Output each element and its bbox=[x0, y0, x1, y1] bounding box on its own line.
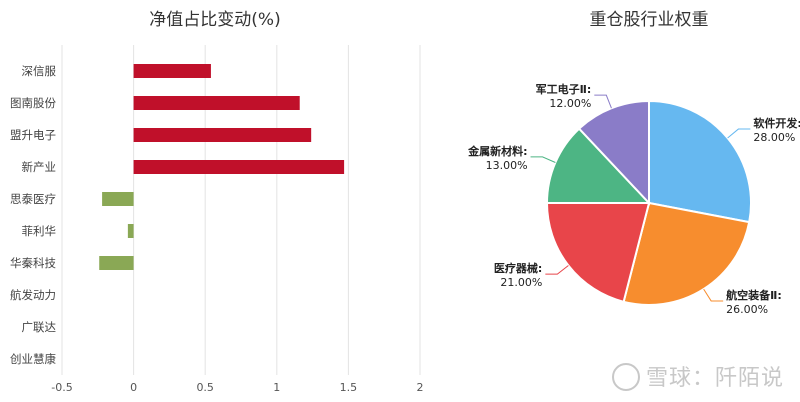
slice-value-label: 28.00% bbox=[753, 131, 795, 144]
category-label: 深信服 bbox=[22, 64, 57, 78]
bar bbox=[127, 224, 134, 238]
category-label: 新产业 bbox=[22, 160, 57, 174]
bar-chart-grid bbox=[61, 45, 421, 375]
pie-leader-line bbox=[530, 156, 556, 163]
category-label: 图南股份 bbox=[10, 96, 56, 110]
pie-slice bbox=[545, 202, 651, 304]
x-tick-label: 1 bbox=[273, 381, 280, 394]
bar bbox=[102, 192, 134, 206]
bar bbox=[133, 160, 345, 174]
pie-leader-line bbox=[703, 288, 724, 302]
category-label: 盟升电子 bbox=[10, 128, 56, 142]
pie-slice bbox=[622, 201, 751, 306]
x-tick-label: 2 bbox=[417, 381, 424, 394]
bar bbox=[99, 256, 134, 270]
category-label: 广联达 bbox=[22, 320, 57, 334]
pie-chart: 重仓股行业权重 软件开发:28.00% 航空装备Ⅱ:26.00% 医疗器械:21.0… bbox=[467, 10, 800, 316]
category-label: 创业慧康 bbox=[10, 352, 56, 366]
slice-name-label: 软件开发: bbox=[753, 116, 800, 130]
watermark: 雪球：阡陌说 bbox=[612, 360, 784, 393]
bar-chart-x-ticks: -0.5 0 0.5 1 1.5 2 bbox=[51, 381, 423, 394]
bar bbox=[133, 96, 300, 110]
x-tick-label: 0.5 bbox=[196, 381, 214, 394]
bar bbox=[133, 64, 211, 78]
x-tick-label: 1.5 bbox=[340, 381, 358, 394]
bar-chart-title: 净值占比变动(%) bbox=[149, 10, 280, 30]
slice-value-label: 26.00% bbox=[726, 303, 768, 316]
category-label: 华秦科技 bbox=[10, 256, 56, 270]
category-label: 菲利华 bbox=[22, 224, 57, 238]
pie-chart-labels: 软件开发:28.00% 航空装备Ⅱ:26.00% 医疗器械:21.00% 金属新材料:… bbox=[467, 82, 800, 316]
slice-value-label: 12.00% bbox=[549, 97, 591, 110]
x-tick-label: 0 bbox=[130, 381, 137, 394]
category-label: 航发动力 bbox=[10, 288, 56, 302]
slice-name-label: 军工电子Ⅱ: bbox=[536, 82, 592, 96]
pie-chart-title: 重仓股行业权重 bbox=[590, 10, 709, 30]
pie-slice bbox=[648, 99, 752, 224]
pie-leader-line bbox=[545, 265, 569, 275]
pie-chart-slices bbox=[545, 99, 752, 306]
bar-chart: 净值占比变动(%) 深信服图南股份盟升电子新产业思泰医疗菲利华华秦科技航发动力广… bbox=[10, 10, 424, 394]
pie-leader-line bbox=[727, 128, 751, 139]
slice-name-label: 金属新材料: bbox=[467, 144, 527, 158]
slice-name-label: 航空装备Ⅱ: bbox=[726, 288, 782, 302]
slice-value-label: 13.00% bbox=[486, 159, 528, 172]
category-label: 思泰医疗 bbox=[10, 192, 56, 206]
slice-name-label: 医疗器械: bbox=[494, 261, 542, 275]
bar-chart-bars bbox=[99, 64, 345, 270]
slice-value-label: 21.00% bbox=[500, 276, 542, 289]
watermark-text: 雪球：阡陌说 bbox=[646, 366, 785, 391]
bar bbox=[133, 128, 312, 142]
x-tick-label: -0.5 bbox=[51, 381, 72, 394]
snowball-logo-icon bbox=[612, 363, 640, 391]
pie-leader-line bbox=[594, 94, 612, 109]
